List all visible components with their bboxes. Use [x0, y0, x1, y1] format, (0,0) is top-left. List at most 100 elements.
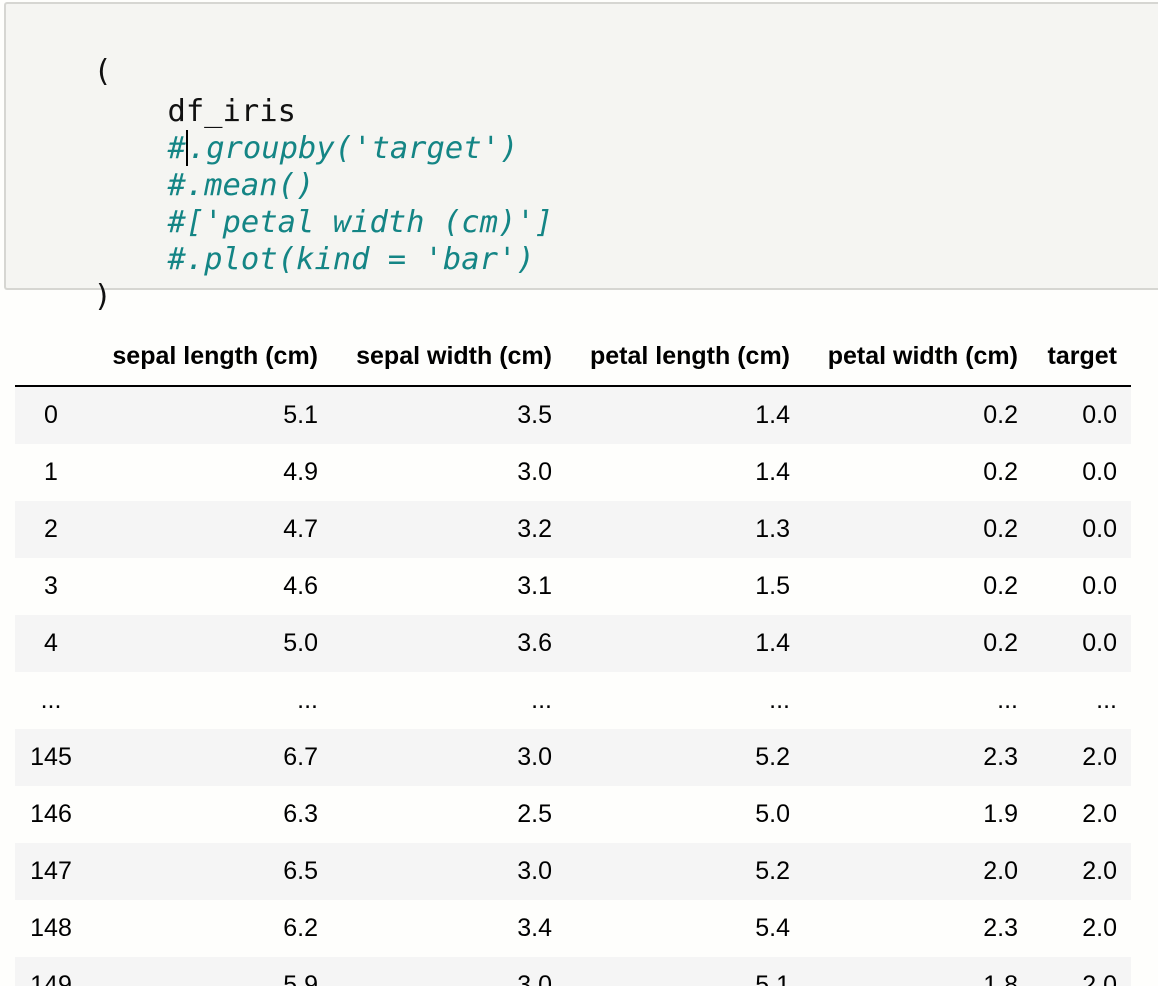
row-index: 1: [44, 458, 58, 486]
index-header: [15, 328, 87, 387]
table-cell: ...: [297, 686, 318, 714]
table-cell: 0.0: [1082, 401, 1117, 429]
table-cell: 3.2: [517, 515, 552, 543]
table-cell: 0.2: [983, 515, 1018, 543]
table-cell: 0.0: [1082, 629, 1117, 657]
column-header: petal length (cm): [566, 328, 804, 387]
table-cell: 2.0: [1082, 914, 1117, 942]
table-cell: 6.7: [283, 743, 318, 771]
table-cell: 3.6: [517, 629, 552, 657]
table-row: 3 4.6 3.1 1.5 0.2 0.0: [15, 558, 1131, 615]
code-comment: #.mean(): [167, 168, 315, 203]
table-cell: 0.2: [983, 572, 1018, 600]
table-cell: 1.5: [755, 572, 790, 600]
table-cell: 2.5: [517, 800, 552, 828]
table-cell: 0.0: [1082, 515, 1117, 543]
table-cell: 1.4: [755, 401, 790, 429]
table-cell: 4.9: [283, 458, 318, 486]
row-index: 148: [30, 914, 72, 942]
dataframe-table: sepal length (cm) sepal width (cm) petal…: [15, 328, 1131, 986]
row-index: 147: [30, 857, 72, 885]
table-cell: 0.2: [983, 458, 1018, 486]
row-index: 4: [44, 629, 58, 657]
code-line[interactable]: ): [20, 241, 111, 314]
code-line[interactable]: #.groupby('target'): [20, 93, 518, 166]
ellipsis-row: ... ... ... ... ... ...: [15, 672, 1131, 729]
table-cell: 5.4: [755, 914, 790, 942]
code-line[interactable]: #['petal width (cm)']: [20, 167, 553, 240]
code-comment: .groupby('target'): [187, 131, 519, 166]
table-cell: 5.1: [755, 971, 790, 986]
table-row: 145 6.7 3.0 5.2 2.3 2.0: [15, 729, 1131, 786]
table-cell: 2.0: [1082, 800, 1117, 828]
table-cell: 3.1: [517, 572, 552, 600]
table-cell: 0.2: [983, 629, 1018, 657]
code-line[interactable]: #.plot(kind = 'bar'): [20, 204, 534, 277]
code-comment: #.plot(kind = 'bar'): [167, 242, 535, 277]
table-cell: 1.4: [755, 629, 790, 657]
table-row: 148 6.2 3.4 5.4 2.3 2.0: [15, 900, 1131, 957]
code-line[interactable]: df_iris: [20, 56, 296, 129]
code-cell-editor[interactable]: ( df_iris #.groupby('target') #.mean() #…: [4, 2, 1158, 314]
table-cell: 3.0: [517, 458, 552, 486]
table-cell: 6.3: [283, 800, 318, 828]
table-cell: 3.4: [517, 914, 552, 942]
table-row: 4 5.0 3.6 1.4 0.2 0.0: [15, 615, 1131, 672]
table-cell: 3.5: [517, 401, 552, 429]
table-cell: 0.0: [1082, 458, 1117, 486]
code-text: df_iris: [167, 94, 296, 129]
table-cell: 2.0: [1082, 743, 1117, 771]
table-cell: 3.0: [517, 857, 552, 885]
table-cell: 4.7: [283, 515, 318, 543]
code-text: (: [93, 54, 112, 89]
column-header: sepal width (cm): [332, 328, 566, 387]
table-cell: 1.9: [983, 800, 1018, 828]
table-cell: 6.5: [283, 857, 318, 885]
table-cell: 0.2: [983, 401, 1018, 429]
cell-output: sepal length (cm) sepal width (cm) petal…: [15, 328, 1131, 986]
table-cell: 5.2: [755, 743, 790, 771]
table-cell: 3.0: [517, 743, 552, 771]
code-comment-prefix: #: [167, 131, 186, 166]
table-cell: 2.3: [983, 914, 1018, 942]
table-row: 0 5.1 3.5 1.4 0.2 0.0: [15, 386, 1131, 444]
table-cell: 1.3: [755, 515, 790, 543]
table-cell: 1.4: [755, 458, 790, 486]
table-cell: 3.0: [517, 971, 552, 986]
table-cell: 5.1: [283, 401, 318, 429]
table-cell: 2.0: [1082, 971, 1117, 986]
code-line[interactable]: (: [20, 16, 111, 89]
row-index: 145: [30, 743, 72, 771]
row-index: 2: [44, 515, 58, 543]
column-header: petal width (cm): [804, 328, 1032, 387]
table-cell: 2.3: [983, 743, 1018, 771]
row-index: 146: [30, 800, 72, 828]
text-cursor: [185, 129, 188, 166]
table-cell: 6.2: [283, 914, 318, 942]
row-index: 0: [44, 401, 58, 429]
table-row: 146 6.3 2.5 5.0 1.9 2.0: [15, 786, 1131, 843]
code-line[interactable]: #.mean(): [20, 130, 314, 203]
column-header: sepal length (cm): [87, 328, 332, 387]
table-row: 149 5.9 3.0 5.1 1.8 2.0: [15, 957, 1131, 986]
row-index: 149: [30, 971, 72, 986]
table-cell: 5.2: [755, 857, 790, 885]
table-cell: 2.0: [983, 857, 1018, 885]
column-header: target: [1032, 328, 1131, 387]
table-row: 147 6.5 3.0 5.2 2.0 2.0: [15, 843, 1131, 900]
row-index: ...: [40, 686, 62, 714]
code-text: ): [93, 279, 112, 314]
table-cell: 1.8: [983, 971, 1018, 986]
row-index: 3: [44, 572, 58, 600]
table-cell: 2.0: [1082, 857, 1117, 885]
table-cell: 4.6: [283, 572, 318, 600]
code-comment: #['petal width (cm)']: [167, 205, 554, 240]
header-row: sepal length (cm) sepal width (cm) petal…: [15, 328, 1131, 387]
table-cell: 5.0: [283, 629, 318, 657]
table-cell: 0.0: [1082, 572, 1117, 600]
table-row: 1 4.9 3.0 1.4 0.2 0.0: [15, 444, 1131, 501]
table-cell: ...: [1096, 686, 1117, 714]
table-cell: ...: [769, 686, 790, 714]
table-cell: ...: [997, 686, 1018, 714]
table-row: 2 4.7 3.2 1.3 0.2 0.0: [15, 501, 1131, 558]
